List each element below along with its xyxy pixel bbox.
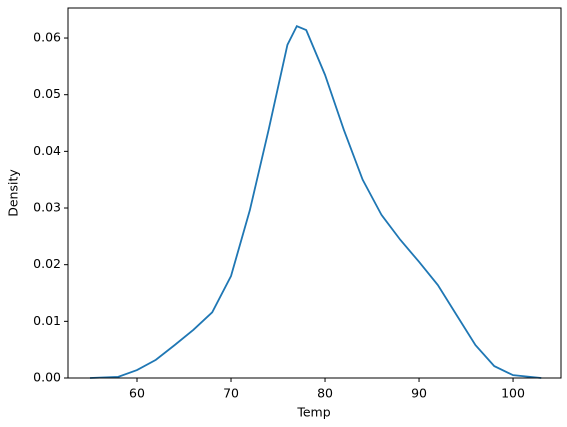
- y-tick-label: 0.04: [33, 143, 61, 158]
- x-tick-label: 100: [501, 386, 525, 401]
- x-tick-label: 60: [129, 386, 145, 401]
- x-axis-label: Temp: [296, 405, 330, 420]
- x-tick-label: 80: [317, 386, 333, 401]
- line: [89, 24, 542, 379]
- y-tick-label: 0.02: [33, 256, 61, 271]
- y-tick-label: 0.01: [33, 313, 61, 328]
- y-tick-label: 0.05: [33, 86, 61, 101]
- y-axis-label: Density: [6, 169, 21, 217]
- plot-frame: [67, 7, 562, 379]
- y-tick-label: 0.06: [33, 30, 61, 45]
- x-tick-label: 70: [223, 386, 239, 401]
- y-tick-label: 0.00: [33, 370, 61, 385]
- x-tick-label: 90: [411, 386, 427, 401]
- y-tick-label: 0.03: [33, 200, 61, 215]
